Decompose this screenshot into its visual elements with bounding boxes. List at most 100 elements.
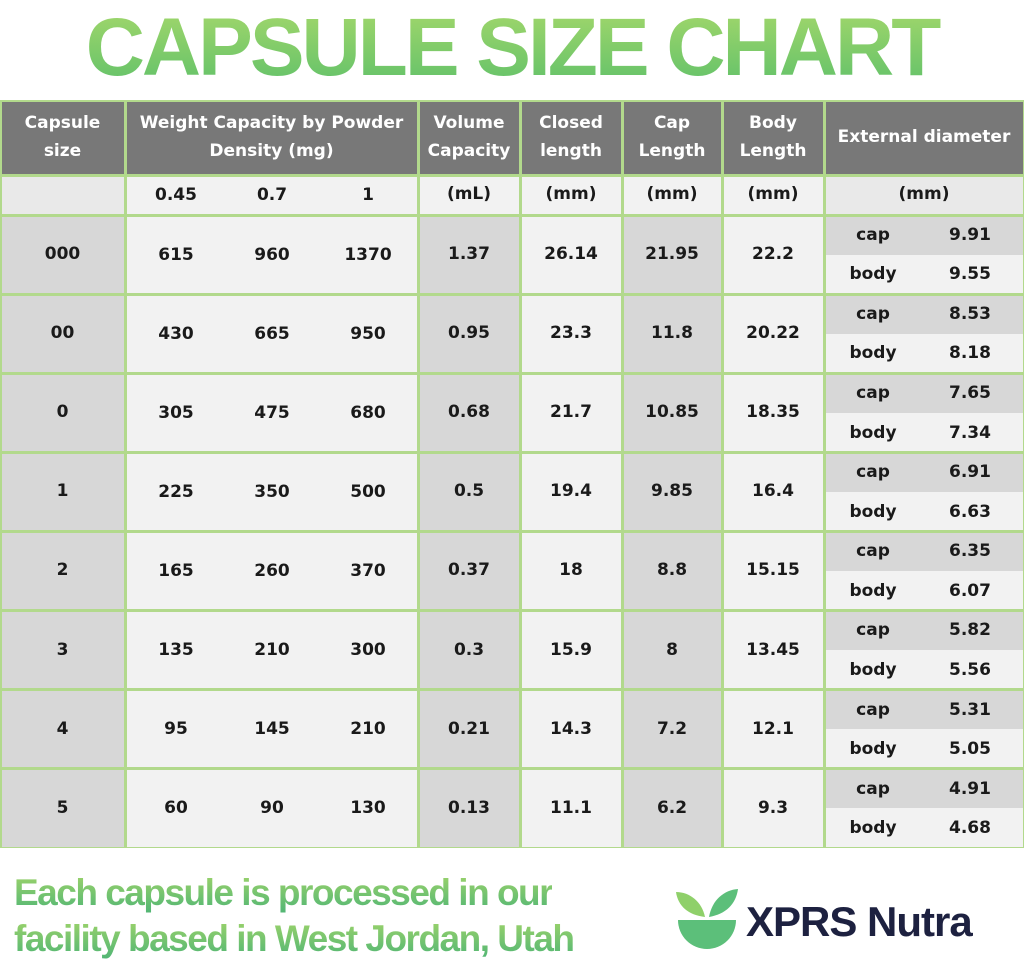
diameter-part: cap <box>856 383 890 404</box>
diameter-cell <box>825 453 1023 492</box>
weight-value: 430 <box>158 323 194 344</box>
diameter-cell <box>825 295 1023 334</box>
unit-label: 1 <box>362 185 374 205</box>
closed-cell: 23.3 <box>521 295 621 372</box>
header-cell: Closed length <box>521 101 621 174</box>
diameter-value: 7.65 <box>949 383 991 404</box>
size-cell: 00 <box>1 295 124 372</box>
body-cell: 13.45 <box>723 612 823 689</box>
header-cell: Volume Capacity <box>419 101 519 174</box>
size-cell: 3 <box>1 612 124 689</box>
weight-cell <box>126 770 417 847</box>
diameter-cell <box>825 691 1023 730</box>
weight-value: 135 <box>158 640 194 661</box>
body-cell: 18.35 <box>723 374 823 451</box>
header-cell: Cap Length <box>623 101 721 174</box>
cap-cell: 7.2 <box>623 691 721 768</box>
weight-value: 300 <box>350 640 386 661</box>
diameter-value: 4.68 <box>949 818 991 839</box>
unit-cell: (mm) <box>521 176 621 214</box>
cap-cell: 10.85 <box>623 374 721 451</box>
closed-cell: 19.4 <box>521 453 621 530</box>
header-cell: Body Length <box>723 101 823 174</box>
weight-cell <box>126 691 417 768</box>
diameter-part: cap <box>856 303 890 324</box>
size-cell: 4 <box>1 691 124 768</box>
diameter-value: 6.63 <box>949 501 991 522</box>
weight-value: 950 <box>350 323 386 344</box>
diameter-part: cap <box>856 462 890 483</box>
weight-cell <box>126 374 417 451</box>
weight-value: 90 <box>260 798 284 819</box>
cap-cell: 9.85 <box>623 453 721 530</box>
weight-value: 305 <box>158 402 194 423</box>
weight-value: 210 <box>254 640 290 661</box>
volume-cell: 0.13 <box>419 770 519 847</box>
diameter-value: 5.56 <box>949 659 991 680</box>
diameter-value: 8.53 <box>949 303 991 324</box>
weight-value: 165 <box>158 561 194 582</box>
diameter-part: body <box>849 739 897 760</box>
unit-cell: (mL) <box>419 176 519 214</box>
diameter-part: cap <box>856 541 890 562</box>
header-cell: Weight Capacity by Powder Density (mg) <box>126 101 417 174</box>
closed-cell: 15.9 <box>521 612 621 689</box>
diameter-value: 6.91 <box>949 462 991 483</box>
weight-value: 665 <box>254 323 290 344</box>
cap-cell: 8 <box>623 612 721 689</box>
unit-cell <box>1 176 124 214</box>
diameter-part: cap <box>856 778 890 799</box>
cap-cell: 21.95 <box>623 216 721 293</box>
diameter-part: cap <box>856 620 890 641</box>
volume-cell: 0.68 <box>419 374 519 451</box>
diameter-value: 9.91 <box>949 224 991 245</box>
weight-value: 960 <box>254 244 290 265</box>
closed-cell: 18 <box>521 533 621 610</box>
volume-cell: 0.37 <box>419 533 519 610</box>
diameter-cell <box>825 333 1023 372</box>
closed-cell: 26.14 <box>521 216 621 293</box>
diameter-part: body <box>849 264 897 285</box>
header-cell: External diameter <box>825 101 1023 174</box>
weight-value: 615 <box>158 244 194 265</box>
footer-line: Each capsule is processed in our <box>14 872 554 913</box>
diameter-cell <box>825 612 1023 651</box>
size-cell: 5 <box>1 770 124 847</box>
unit-label: 0.7 <box>256 185 288 205</box>
weight-cell <box>126 453 417 530</box>
title: CAPSULE SIZE CHART <box>0 0 1024 96</box>
diameter-part: body <box>849 659 897 680</box>
body-cell: 16.4 <box>723 453 823 530</box>
weight-value: 225 <box>158 481 194 502</box>
diameter-value: 5.31 <box>949 699 991 720</box>
weight-cell <box>126 612 417 689</box>
diameter-part: cap <box>856 224 890 245</box>
body-cell: 20.22 <box>723 295 823 372</box>
cap-cell: 6.2 <box>623 770 721 847</box>
weight-value: 95 <box>164 719 188 740</box>
diameter-part: body <box>849 580 897 601</box>
size-cell: 0 <box>1 374 124 451</box>
diameter-value: 8.18 <box>949 343 991 364</box>
closed-cell: 14.3 <box>521 691 621 768</box>
diameter-value: 7.34 <box>949 422 991 443</box>
cap-cell: 8.8 <box>623 533 721 610</box>
weight-value: 210 <box>350 719 386 740</box>
weight-value: 370 <box>350 561 386 582</box>
diameter-part: body <box>849 818 897 839</box>
weight-value: 260 <box>254 561 290 582</box>
diameter-cell <box>825 491 1023 530</box>
volume-cell: 1.37 <box>419 216 519 293</box>
diameter-cell <box>825 216 1023 255</box>
diameter-cell <box>825 571 1023 610</box>
diameter-value: 6.35 <box>949 541 991 562</box>
size-cell: 2 <box>1 533 124 610</box>
body-cell: 9.3 <box>723 770 823 847</box>
weight-value: 130 <box>350 798 386 819</box>
diameter-part: cap <box>856 699 890 720</box>
weight-value: 1370 <box>344 244 392 265</box>
unit-cell: (mm) <box>623 176 721 214</box>
diameter-part: body <box>849 422 897 443</box>
size-cell: 000 <box>1 216 124 293</box>
